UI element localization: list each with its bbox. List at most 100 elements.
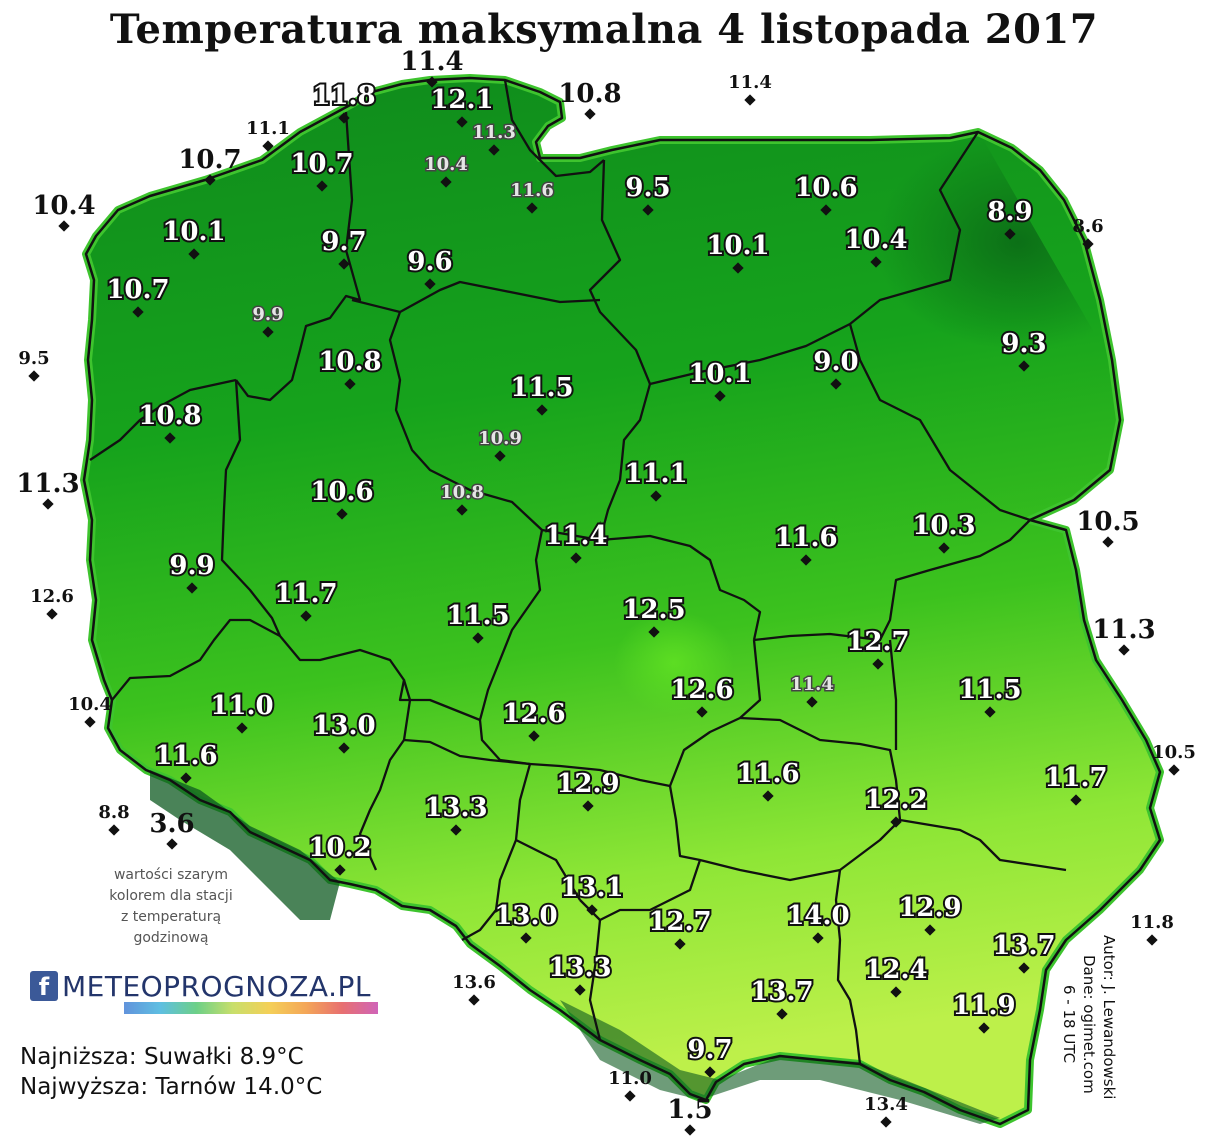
- lowest-temperature: Najniższa: Suwałki 8.9°C: [20, 1044, 304, 1070]
- station-outside: 13.4: [864, 1094, 908, 1128]
- station-value: 9.5: [18, 348, 49, 369]
- station-marker: [684, 1124, 696, 1136]
- station-marker: [978, 1022, 990, 1034]
- station-outside: 11.8: [1130, 912, 1174, 946]
- station-marker: [806, 696, 818, 708]
- station-value: 10.7: [106, 275, 169, 305]
- station-marker: [344, 378, 356, 390]
- station-marker: [570, 552, 582, 564]
- station-value: 11.1: [624, 459, 687, 489]
- station-white: 11.1: [622, 457, 690, 502]
- station-marker: [732, 262, 744, 274]
- station-marker: [424, 278, 436, 290]
- station-value: 14.0: [786, 901, 849, 931]
- station-value: 9.5: [625, 173, 670, 203]
- station-marker: [890, 986, 902, 998]
- poland-outline: [80, 74, 1164, 1128]
- station-value: 12.1: [430, 85, 493, 115]
- station-outside: 10.5: [1076, 507, 1140, 548]
- credits: Autor: J. Lewandowski Dane: ogimet.com 6…: [1056, 935, 1126, 1115]
- station-marker: [188, 248, 200, 260]
- author-credit: Autor: J. Lewandowski: [1100, 935, 1118, 1100]
- station-value: 12.4: [864, 955, 927, 985]
- station-white: 10.6: [792, 171, 860, 216]
- station-marker: [108, 824, 120, 836]
- station-marker: [336, 508, 348, 520]
- station-white: 11.7: [1042, 761, 1110, 806]
- station-value: 9.9: [169, 551, 214, 581]
- station-value: 10.8: [558, 79, 621, 109]
- station-marker: [46, 608, 58, 620]
- station-value: 3.6: [149, 809, 194, 839]
- station-marker: [582, 800, 594, 812]
- station-marker: [440, 176, 452, 188]
- station-value: 13.6: [452, 972, 496, 993]
- station-white: 13.0: [310, 709, 378, 754]
- station-marker: [488, 144, 500, 156]
- facebook-icon[interactable]: f: [30, 971, 58, 1001]
- station-marker: [526, 202, 538, 214]
- station-white: 12.9: [554, 767, 622, 812]
- station-value: 11.6: [510, 180, 554, 201]
- station-white: 11.8: [310, 79, 378, 124]
- station-white: 11.6: [734, 757, 802, 802]
- station-marker: [1070, 794, 1082, 806]
- station-marker: [262, 140, 274, 152]
- station-marker: [494, 450, 506, 462]
- station-outside: 9.5: [18, 348, 50, 382]
- station-value: 10.6: [310, 477, 373, 507]
- station-white: 10.8: [316, 345, 384, 390]
- station-marker: [704, 1066, 716, 1078]
- note-line: godzinową: [133, 930, 209, 946]
- station-value: 9.0: [813, 347, 858, 377]
- station-marker: [624, 1090, 636, 1102]
- station-value: 11.4: [728, 72, 772, 93]
- station-value: 12.7: [846, 627, 909, 657]
- station-gray: 9.9: [251, 303, 285, 338]
- gray-values-note: wartości szarym kolorem dla stacji z tem…: [86, 865, 256, 949]
- station-white: 11.5: [956, 673, 1024, 718]
- station-marker: [132, 306, 144, 318]
- station-marker: [84, 716, 96, 728]
- station-marker: [938, 542, 950, 554]
- station-white: 10.2: [306, 831, 374, 876]
- station-outside: 8.6: [1072, 216, 1104, 250]
- station-value: 12.6: [670, 675, 733, 705]
- station-outside: 3.6: [149, 809, 195, 850]
- station-outside: 11.1: [246, 118, 290, 152]
- station-marker: [924, 924, 936, 936]
- temperature-extremes: Najniższa: Suwałki 8.9°C Najwyższa: Tarn…: [20, 1042, 322, 1102]
- station-marker: [1118, 644, 1130, 656]
- station-value: 10.7: [290, 149, 353, 179]
- station-gray: 11.4: [789, 673, 835, 708]
- station-value: 10.3: [912, 511, 975, 541]
- station-outside: 11.3: [16, 469, 80, 510]
- station-white: 10.7: [104, 273, 172, 318]
- station-value: 11.1: [246, 118, 290, 139]
- station-marker: [880, 1116, 892, 1128]
- station-value: 12.9: [898, 893, 961, 923]
- station-white: 11.6: [772, 521, 840, 566]
- logo-text: METEOPROGNOZA.PL: [62, 969, 371, 1003]
- station-marker: [42, 498, 54, 510]
- station-marker: [1102, 536, 1114, 548]
- station-white: 10.4: [842, 223, 910, 268]
- station-value: 13.4: [864, 1094, 908, 1115]
- station-value: 10.1: [706, 231, 769, 261]
- station-value: 11.4: [790, 674, 834, 695]
- station-white: 10.8: [136, 399, 204, 444]
- station-value: 11.4: [544, 521, 607, 551]
- station-marker: [1018, 962, 1030, 974]
- station-marker: [870, 256, 882, 268]
- station-marker: [300, 610, 312, 622]
- station-value: 11.8: [312, 81, 375, 111]
- station-value: 10.4: [424, 154, 468, 175]
- station-white: 12.4: [862, 953, 930, 998]
- station-value: 9.7: [321, 227, 366, 257]
- station-gray: 11.6: [509, 179, 555, 214]
- station-marker: [164, 432, 176, 444]
- station-value: 9.7: [687, 1035, 732, 1065]
- station-marker: [1018, 360, 1030, 372]
- station-value: 13.0: [312, 711, 375, 741]
